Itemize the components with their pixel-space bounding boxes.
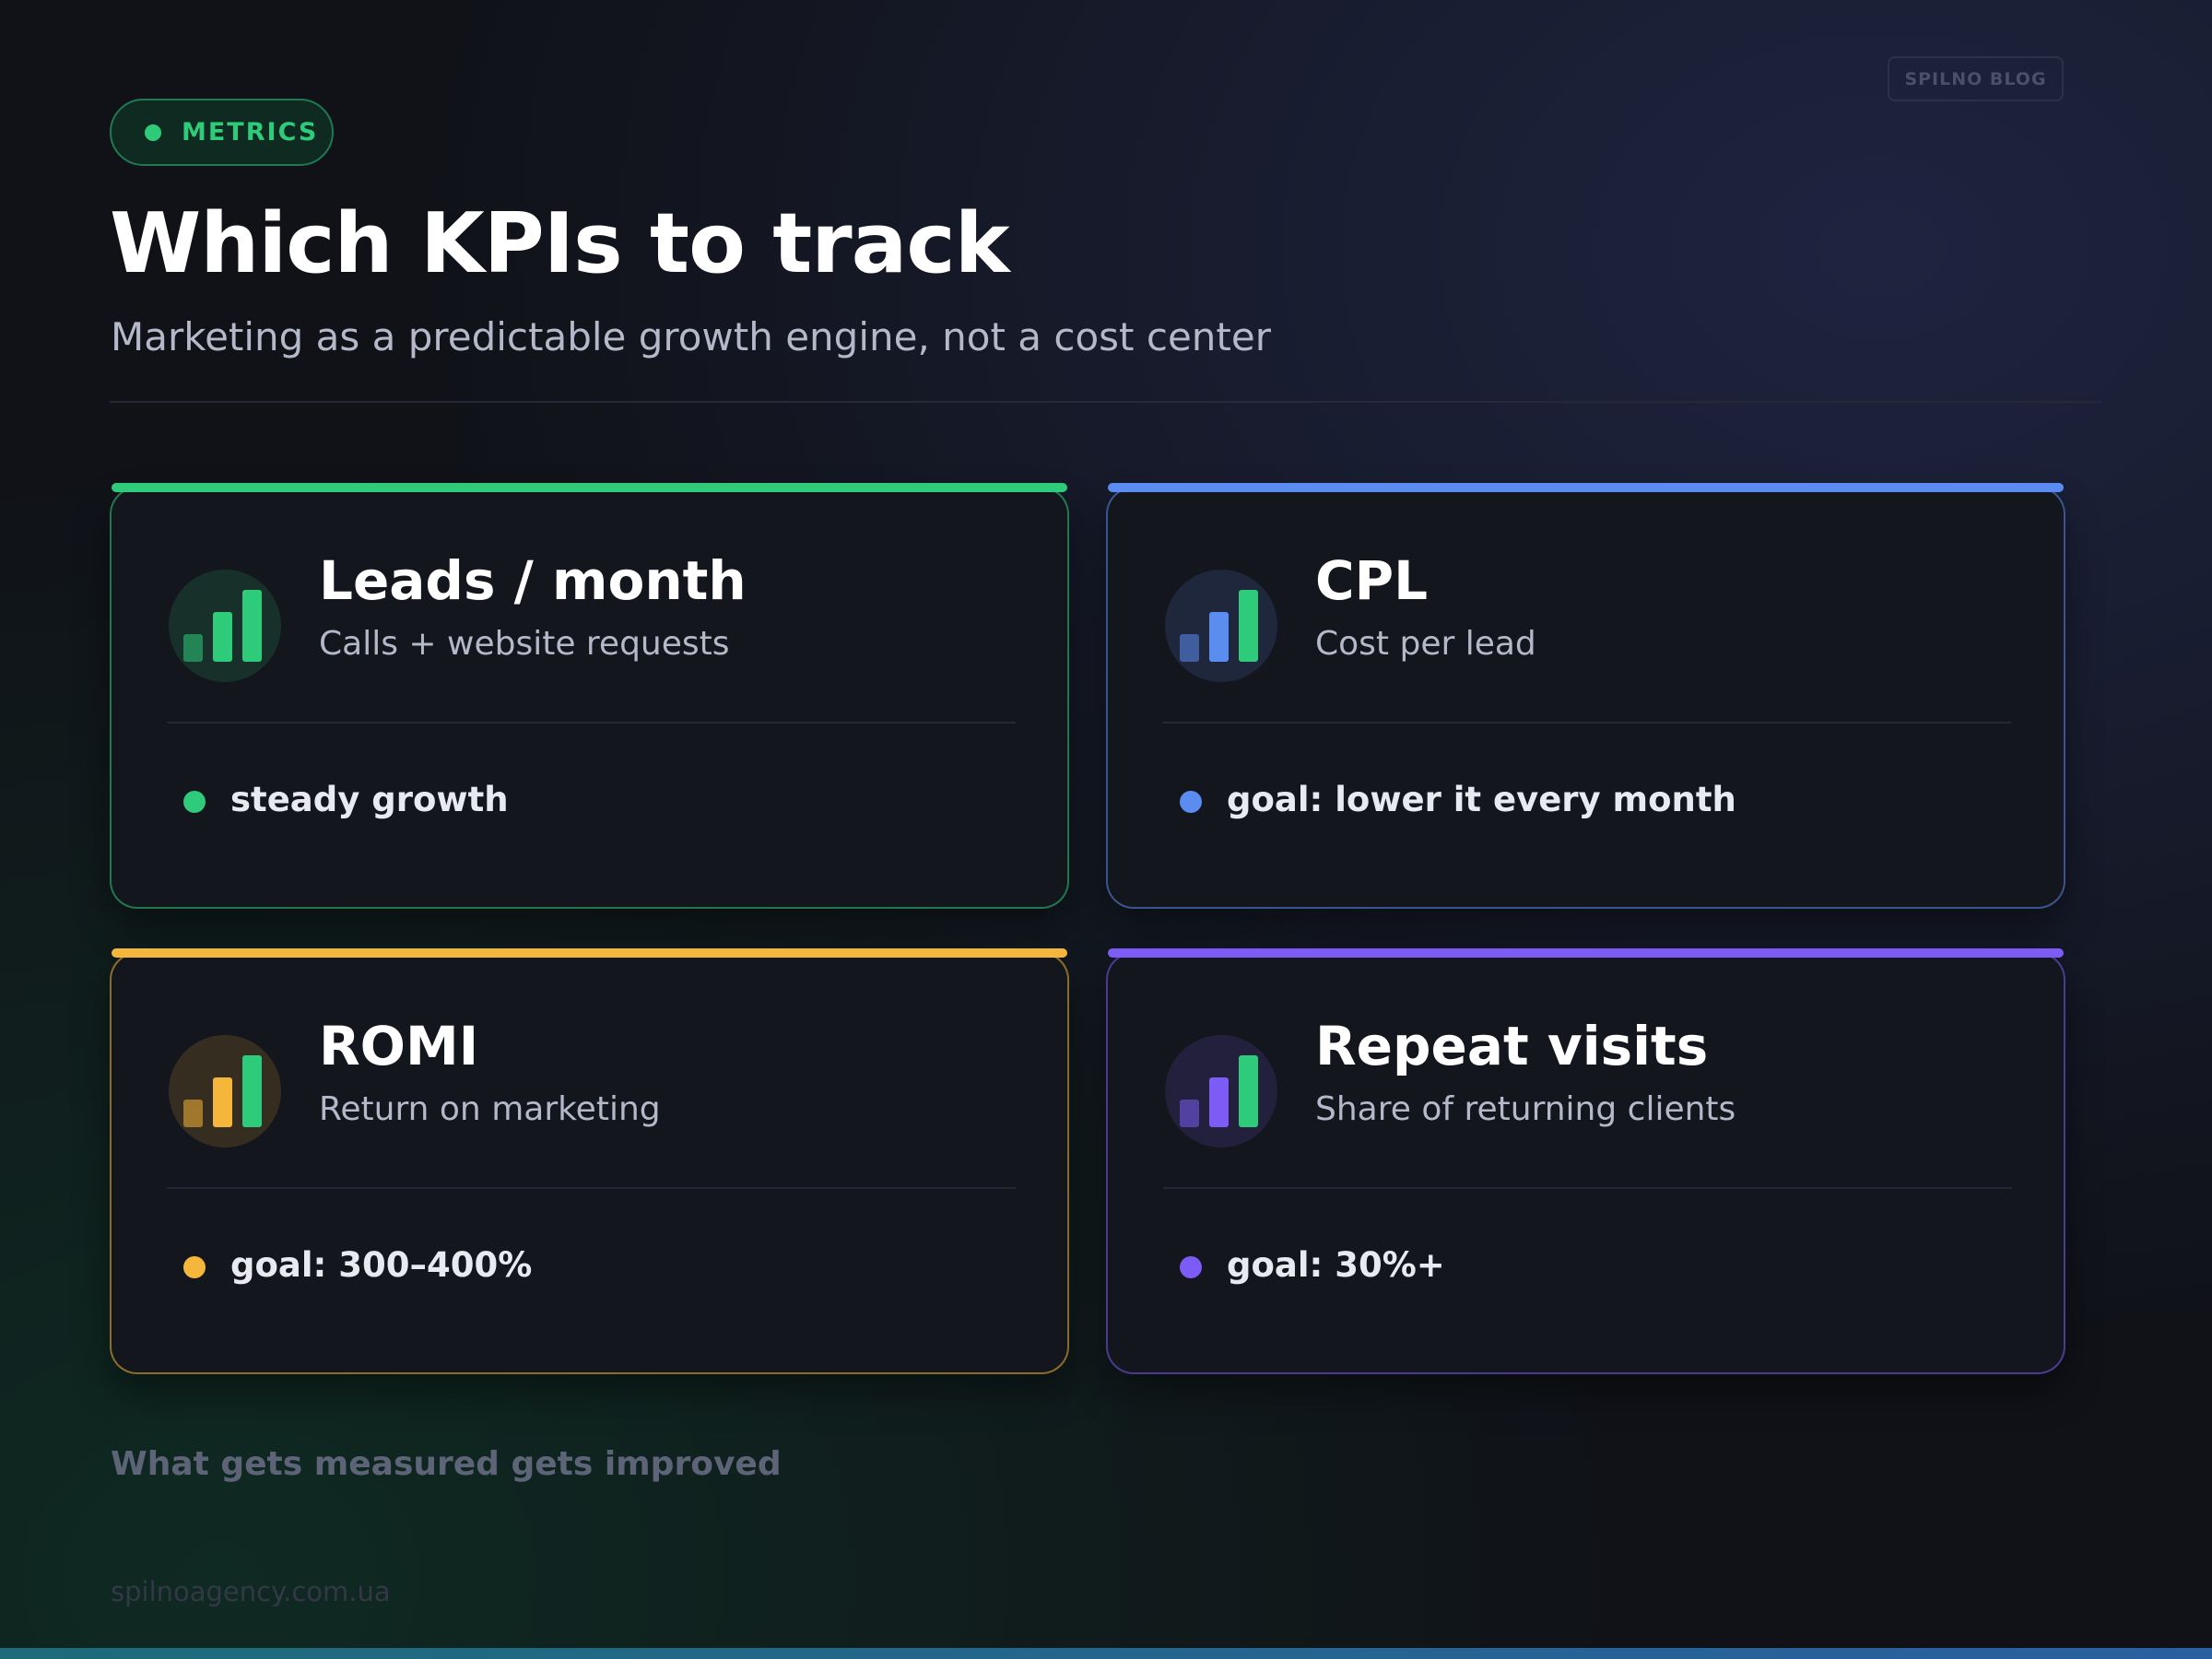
icon-bar <box>183 634 203 662</box>
accent-bar <box>112 948 1067 958</box>
accent-bar <box>1108 483 2064 492</box>
note-dot <box>1180 1256 1202 1278</box>
icon-bar <box>1239 1055 1258 1127</box>
tagline: What gets measured gets improved <box>111 1445 782 1483</box>
bottom-strip <box>0 1648 2212 1659</box>
note-dot <box>183 1256 206 1278</box>
card-subtitle: Calls + website requests <box>319 625 730 663</box>
icon-bar <box>183 1100 203 1127</box>
note-dot <box>183 791 206 813</box>
brand: SPILNO BLOG <box>1888 56 2064 101</box>
card-divider <box>167 1187 1016 1189</box>
accent-bar <box>1108 948 2064 958</box>
title: Which KPIs to track <box>110 195 1010 292</box>
icon-bar <box>213 1077 232 1127</box>
kpi-card: Repeat visits Share of returning clients g… <box>1106 948 2065 1374</box>
icon-bar <box>1180 1100 1199 1127</box>
card-divider <box>167 722 1016 724</box>
card-note: goal: lower it every month <box>1227 780 1736 819</box>
icon-bar <box>1180 634 1199 662</box>
website: spilnoagency.com.ua <box>111 1576 391 1607</box>
icon-bar <box>1209 1077 1229 1127</box>
icon-bar <box>242 590 262 662</box>
accent-bar <box>112 483 1067 492</box>
note-dot <box>1180 791 1202 813</box>
card-note: goal: 300–400% <box>230 1245 533 1285</box>
kpi-card: Leads / month Calls + website requests ste… <box>110 483 1069 909</box>
card-title: Repeat visits <box>1315 1015 1709 1077</box>
icon-bar <box>213 612 232 662</box>
icon-bar <box>242 1055 262 1127</box>
divider <box>110 401 2101 403</box>
icon-bar <box>1209 612 1229 662</box>
icon-bar <box>1239 590 1258 662</box>
card-note: goal: 30%+ <box>1227 1245 1445 1285</box>
card-divider <box>1163 1187 2012 1189</box>
card-note: steady growth <box>230 780 509 819</box>
icon <box>169 1035 281 1147</box>
badge-dot <box>145 124 161 141</box>
card-title: CPL <box>1315 549 1429 612</box>
kpi-card: CPL Cost per lead goal: lower it every mon… <box>1106 483 2065 909</box>
icon <box>1165 1035 1277 1147</box>
card-subtitle: Cost per lead <box>1315 625 1536 663</box>
icon <box>169 570 281 682</box>
badge: METRICS <box>110 99 334 166</box>
card-title: ROMI <box>319 1015 479 1077</box>
subtitle: Marketing as a predictable growth engine… <box>111 314 1271 359</box>
kpi-card: ROMI Return on marketing goal: 300–400% <box>110 948 1069 1374</box>
card-subtitle: Return on marketing <box>319 1090 661 1128</box>
icon <box>1165 570 1277 682</box>
badge-text: METRICS <box>182 118 319 147</box>
card-divider <box>1163 722 2012 724</box>
card-subtitle: Share of returning clients <box>1315 1090 1736 1128</box>
card-title: Leads / month <box>319 549 747 612</box>
